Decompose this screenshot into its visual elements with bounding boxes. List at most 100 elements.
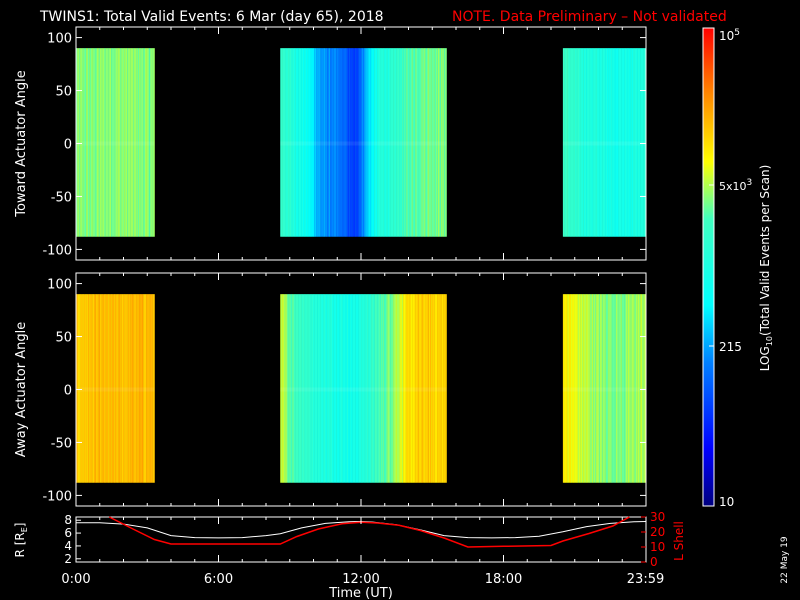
heatmap-column: [422, 48, 424, 237]
heatmap-column: [85, 294, 87, 483]
heatmap-column: [387, 294, 389, 483]
heatmap-column: [581, 294, 583, 483]
heatmap-column: [330, 294, 332, 483]
heatmap-column: [100, 48, 102, 237]
heatmap-column: [121, 294, 123, 483]
heatmap-column: [588, 294, 590, 483]
heatmap-column: [364, 48, 366, 237]
heatmap-column: [149, 48, 151, 237]
heatmap-column: [405, 294, 407, 483]
heatmap-column: [312, 294, 314, 483]
heatmap-column: [78, 48, 80, 237]
heatmap-column: [126, 294, 128, 483]
heatmap-column: [103, 294, 105, 483]
heatmap-column: [566, 48, 568, 237]
heatmap-column: [434, 294, 436, 483]
heatmap-column: [106, 294, 108, 483]
heatmap-column: [333, 48, 334, 237]
heatmap-column: [337, 294, 339, 483]
heatmap-column: [575, 48, 577, 237]
heatmap-column: [361, 48, 363, 237]
heatmap-column: [112, 48, 114, 237]
right-tick-label: 10: [650, 540, 665, 554]
heatmap-column: [599, 294, 601, 483]
heatmap-column: [385, 48, 387, 237]
heatmap-column: [133, 294, 134, 483]
heatmap-column: [328, 48, 330, 237]
x-axis-label: Time (UT): [328, 586, 393, 600]
heatmap-column: [114, 294, 116, 483]
heatmap-column: [589, 48, 590, 237]
heatmap-column: [349, 294, 351, 483]
heatmap-column: [413, 294, 415, 483]
heatmap-column: [305, 294, 307, 483]
heatmap-column: [152, 294, 154, 483]
heatmap-column: [372, 294, 374, 483]
heatmap-column: [90, 48, 92, 237]
heatmap-column: [595, 48, 597, 237]
heatmap-column: [396, 294, 398, 483]
heatmap-column: [307, 294, 309, 483]
heatmap-column: [620, 48, 622, 237]
heatmap-column: [424, 48, 426, 237]
heatmap-column: [433, 48, 435, 237]
heatmap-column: [371, 294, 372, 483]
heatmap-column: [313, 48, 315, 237]
heatmap-column: [130, 48, 131, 237]
heatmap-column: [423, 48, 425, 237]
heatmap-column: [406, 294, 408, 483]
heatmap-column: [638, 48, 640, 237]
heatmap-column: [128, 48, 130, 237]
heatmap-column: [429, 48, 431, 237]
heatmap-column: [137, 48, 139, 237]
heatmap-column: [104, 294, 106, 483]
heatmap-column: [407, 48, 409, 237]
heatmap-column: [146, 48, 147, 237]
heatmap-column: [118, 48, 120, 237]
heatmap-column: [394, 294, 396, 483]
heatmap-column: [629, 48, 631, 237]
heatmap-column: [619, 294, 621, 483]
heatmap-column: [104, 48, 106, 237]
heatmap-column: [373, 294, 375, 483]
heatmap-column: [321, 294, 323, 483]
heatmap-column: [616, 48, 618, 237]
heatmap-column: [380, 294, 382, 483]
heatmap-column: [443, 48, 445, 237]
heatmap-column: [344, 48, 346, 237]
heatmap-column: [301, 48, 302, 237]
heatmap-column: [577, 294, 579, 483]
heatmap-column: [631, 294, 633, 483]
heatmap-column: [427, 48, 429, 237]
heatmap-column: [109, 48, 111, 237]
heatmap-column: [326, 48, 328, 237]
heatmap-column: [440, 294, 442, 483]
heatmap-column: [437, 48, 438, 237]
heatmap-column: [420, 294, 422, 483]
heatmap-column: [359, 48, 361, 237]
heatmap-column: [607, 294, 609, 483]
heatmap-column: [315, 48, 317, 237]
heatmap-column: [332, 294, 334, 483]
heatmap-column: [633, 294, 635, 483]
heatmap-column: [318, 294, 320, 483]
heatmap-column: [584, 48, 586, 237]
heatmap-column: [630, 48, 632, 237]
heatmap-column: [635, 48, 637, 237]
heatmap-column: [82, 48, 84, 237]
heatmap-column: [570, 294, 571, 483]
heatmap-column: [641, 294, 643, 483]
heatmap-column: [403, 48, 405, 237]
heatmap-column: [141, 48, 143, 237]
heatmap-column: [314, 48, 316, 237]
heatmap-column: [141, 294, 143, 483]
heatmap-column: [281, 294, 283, 483]
heatmap-column: [125, 48, 127, 237]
heatmap-column: [400, 294, 402, 483]
heatmap-column: [102, 48, 104, 237]
heatmap-column: [597, 294, 599, 483]
heatmap-column: [390, 294, 391, 483]
heatmap-column: [305, 294, 307, 483]
heatmap-column: [336, 48, 338, 237]
